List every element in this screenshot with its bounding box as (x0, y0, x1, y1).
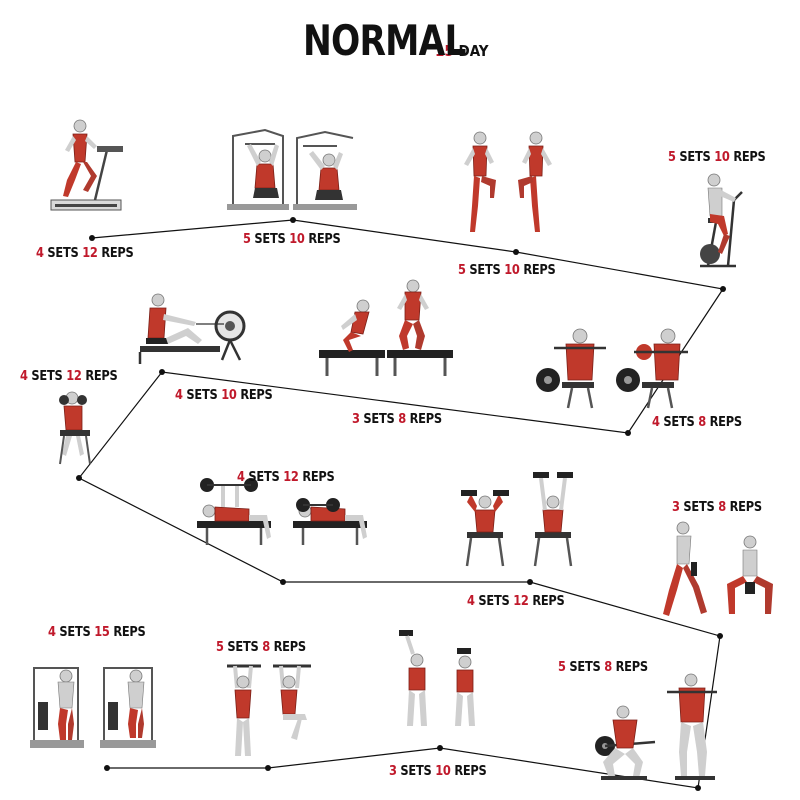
hanging-leg-raise-icon (227, 664, 311, 756)
route-node (513, 249, 519, 255)
exercise-label: 5 SETS 8 REPS (216, 640, 306, 655)
exercise-label: 3 SETS 8 REPS (352, 412, 442, 427)
exercise-label: 4 SETS 15 REPS (48, 625, 146, 640)
high-knees-icon (464, 131, 552, 232)
overhead-triceps-icon (399, 630, 475, 726)
exercise-label: 5 SETS 10 REPS (668, 150, 766, 165)
route-node (290, 217, 296, 223)
route-node (527, 579, 533, 585)
exercise-label: 4 SETS 12 REPS (237, 470, 335, 485)
barbell-seated-press-icon (536, 328, 688, 409)
route-node (720, 286, 726, 292)
exercise-bike-icon (700, 173, 743, 268)
route-node (280, 579, 286, 585)
route-node (104, 765, 110, 771)
dumbbell-shoulder-press-icon (461, 472, 573, 567)
page-title: NORMAL 15 DAY (303, 20, 488, 62)
exercise-label: 4 SETS 10 REPS (175, 388, 273, 403)
route-node (89, 235, 95, 241)
bench-press-icon (197, 478, 367, 545)
exercise-label: 4 SETS 12 REPS (20, 369, 118, 384)
barbell-squat-icon (595, 673, 717, 780)
exercise-label: 3 SETS 10 REPS (389, 764, 487, 779)
route-node (437, 745, 443, 751)
treadmill-runner-icon (50, 119, 123, 211)
dumbbell-squat-icon (663, 521, 773, 616)
exercise-label: 4 SETS 12 REPS (467, 594, 565, 609)
title-main: NORMAL (303, 16, 466, 65)
lat-pulldown-machine-icon (227, 128, 357, 210)
exercise-label: 3 SETS 8 REPS (672, 500, 762, 515)
box-jump-icon (319, 279, 453, 376)
exercise-label: 5 SETS 8 REPS (558, 660, 648, 675)
title-suffix: DAY (458, 42, 489, 60)
route-node (159, 369, 165, 375)
route-node (717, 633, 723, 639)
seated-curl-icon (59, 391, 91, 465)
exercise-label: 4 SETS 8 REPS (652, 415, 742, 430)
route-node (625, 430, 631, 436)
route-node (76, 475, 82, 481)
rowing-machine-icon (138, 293, 246, 364)
title-sub: 15 DAY (435, 44, 488, 59)
route-node (695, 785, 701, 791)
exercise-label: 5 SETS 10 REPS (458, 263, 556, 278)
exercise-label: 4 SETS 12 REPS (36, 246, 134, 261)
exercise-label: 5 SETS 10 REPS (243, 232, 341, 247)
route-node (265, 765, 271, 771)
calf-raise-machine-icon (30, 667, 156, 748)
title-number: 15 (435, 42, 454, 60)
